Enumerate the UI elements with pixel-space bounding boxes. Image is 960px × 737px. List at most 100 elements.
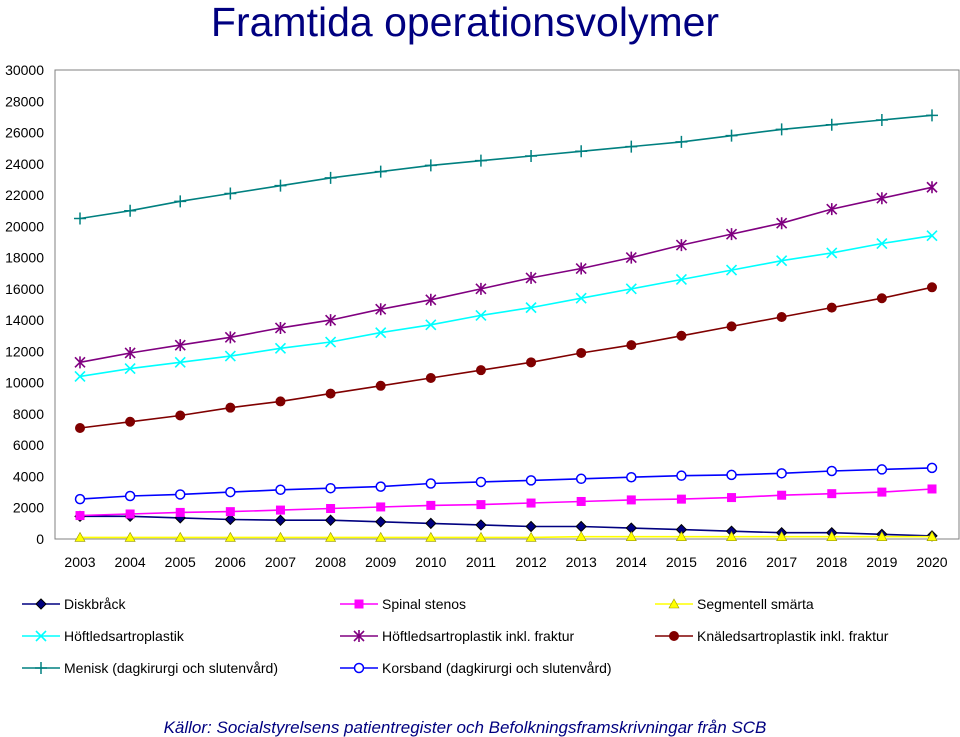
data-point <box>375 380 386 391</box>
data-point <box>274 179 287 192</box>
data-point <box>675 135 688 148</box>
x-tick-label: 2009 <box>365 554 396 570</box>
data-point <box>124 204 137 217</box>
data-point <box>425 478 437 489</box>
data-point <box>575 473 587 485</box>
series-group <box>74 109 938 542</box>
x-tick-label: 2006 <box>215 554 246 570</box>
data-point <box>776 255 788 267</box>
y-tick-label: 4000 <box>13 468 44 484</box>
data-point <box>475 282 487 295</box>
data-point <box>926 531 938 541</box>
data-point <box>776 531 788 541</box>
data-point <box>325 388 336 399</box>
data-point <box>475 531 487 542</box>
legend-item-hoftledsartroplastik-inkl-fraktur: Höftledsartroplastik inkl. fraktur <box>340 628 575 644</box>
legend-label: Knäledsartroplastik inkl. fraktur <box>697 628 889 644</box>
data-point <box>324 514 337 526</box>
data-point <box>124 531 136 542</box>
data-point <box>125 509 135 519</box>
legend-label: Korsband (dagkirurgi och slutenvård) <box>382 660 612 676</box>
data-point <box>826 247 838 259</box>
data-point <box>876 531 888 541</box>
data-point <box>725 129 738 142</box>
series-line-hoftledsartroplastik <box>79 234 933 378</box>
x-tick-label: 2008 <box>315 554 346 570</box>
data-point <box>224 350 236 362</box>
data-point <box>475 365 486 376</box>
data-point <box>525 520 537 533</box>
x-tick-label: 2003 <box>64 554 95 570</box>
data-point <box>876 464 888 475</box>
series-segmentell-smarta <box>74 531 938 542</box>
data-point <box>425 293 437 306</box>
data-point <box>474 154 487 167</box>
data-point <box>224 187 237 200</box>
data-point <box>676 470 687 481</box>
data-point <box>274 321 287 334</box>
data-point <box>626 495 636 505</box>
data-point <box>74 356 86 369</box>
data-point <box>575 531 587 541</box>
data-point <box>476 500 486 510</box>
data-point <box>776 468 787 479</box>
legend-item-hoftledsartroplastik: Höftledsartroplastik <box>22 628 185 644</box>
series-korsband-dagkirurgi-och-slutenvard <box>74 462 938 505</box>
data-point <box>525 475 537 486</box>
y-tick-label: 24000 <box>5 156 44 172</box>
x-tick-label: 2014 <box>616 554 647 570</box>
data-point <box>926 109 938 122</box>
data-point <box>375 303 387 316</box>
data-point <box>525 531 537 542</box>
y-tick-label: 26000 <box>5 125 44 141</box>
legend-label: Diskbråck <box>64 596 126 612</box>
legend-marker <box>669 631 679 641</box>
data-point <box>475 309 487 322</box>
data-point <box>775 123 788 136</box>
data-point <box>575 292 587 304</box>
legend-marker <box>35 630 47 642</box>
y-axis: 0 2000 4000 6000 8000 10000 12000 14000 16000 180… <box>5 62 44 547</box>
series-hoftledsartroplastik <box>74 230 938 382</box>
data-point <box>526 498 536 508</box>
data-point <box>74 370 86 382</box>
data-point <box>876 293 887 304</box>
legend-marker <box>35 662 47 674</box>
data-point <box>325 482 336 494</box>
data-point <box>626 340 637 351</box>
data-point <box>727 493 737 503</box>
data-point <box>926 230 938 242</box>
legend-label: Höftledsartroplastik <box>64 628 185 644</box>
data-point <box>174 339 186 352</box>
data-point <box>576 496 586 506</box>
data-point <box>425 517 437 530</box>
data-point <box>75 511 85 521</box>
data-point <box>375 531 387 542</box>
data-point <box>175 410 186 421</box>
legend-marker <box>353 662 365 674</box>
legend-item-korsband-dagkirurgi-och-slutenvard: Korsband (dagkirurgi och slutenvård) <box>340 660 612 676</box>
data-point <box>726 469 737 481</box>
data-point <box>525 149 538 162</box>
source-note: Källor: Socialstyrelsens patientregister… <box>164 718 767 737</box>
data-point <box>876 237 888 250</box>
data-point <box>224 513 237 526</box>
data-point <box>626 471 637 483</box>
data-point <box>676 330 687 341</box>
x-tick-label: 2020 <box>916 554 947 570</box>
legend-item-diskbrack: Diskbråck <box>22 596 126 612</box>
x-tick-label: 2007 <box>265 554 296 570</box>
data-point <box>374 165 387 178</box>
data-point <box>576 347 587 358</box>
series-line-menisk-dagkirurgi-och-slutenvard <box>79 114 933 220</box>
x-tick-label: 2011 <box>466 554 496 570</box>
data-point <box>274 342 287 354</box>
data-point <box>475 519 487 531</box>
legend-marker <box>353 630 365 642</box>
data-point <box>74 493 86 505</box>
data-point <box>275 505 285 515</box>
data-point <box>125 416 136 427</box>
data-point <box>325 314 337 327</box>
x-axis: 2003 2004 2005 2006 2007 2008 2009 2010 2011 2012… <box>64 554 947 570</box>
data-point <box>224 531 236 542</box>
